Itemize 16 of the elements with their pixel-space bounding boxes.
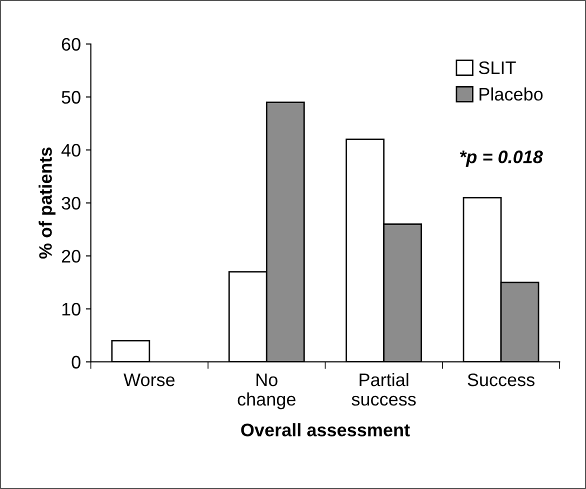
y-tick-label: 10 — [62, 302, 80, 316]
y-tick-label: 0 — [72, 356, 80, 369]
x-tick-label: Success — [468, 373, 534, 386]
y-tick-label: 40 — [61, 144, 80, 157]
x-tick-label: Partial success — [352, 372, 416, 406]
y-tick-label: 50 — [62, 90, 80, 104]
x-tick-label: No change — [238, 374, 296, 410]
y-tick-label: 60 — [62, 38, 80, 51]
legend-label: Placebo — [480, 87, 543, 101]
x-tick-label: Worse — [124, 374, 175, 386]
y-tick-label: 30 — [62, 196, 80, 210]
y-tick-label: 20 — [62, 250, 80, 263]
y-axis-title: % of patients — [38, 147, 56, 259]
x-axis-title: Overall assessment — [241, 423, 410, 436]
legend-label: SLIT — [478, 61, 516, 74]
annotation: *p = 0.018 — [460, 150, 543, 167]
